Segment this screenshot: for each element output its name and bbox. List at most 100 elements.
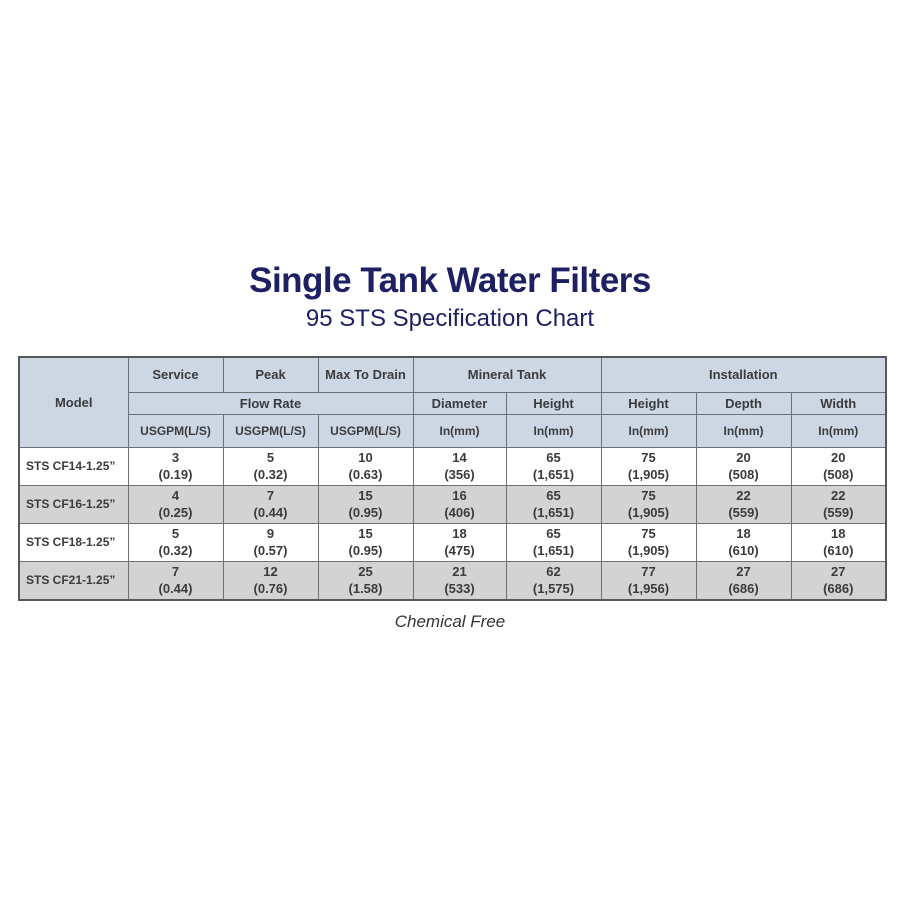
spec-cell: 18 (610) — [695, 523, 792, 563]
col-header-diameter: Diameter — [412, 392, 507, 416]
spec-cell: 77 (1,956) — [600, 561, 697, 601]
model-cell: STS CF16-1.25” — [18, 485, 129, 525]
value-metric: (1,905) — [627, 504, 670, 520]
footnote: Chemical Free — [394, 611, 506, 631]
value-imperial: 65 — [546, 450, 561, 465]
spec-table-head: Model Service Peak Max To Drain Mineral … — [18, 356, 887, 449]
value-metric: (1,651) — [532, 466, 575, 482]
value-imperial: 15 — [358, 488, 373, 503]
unit-line1: In — [439, 423, 451, 438]
unit-in-mm: In(mm) — [600, 414, 697, 449]
value-metric: (0.44) — [253, 504, 288, 520]
value-imperial: 18 — [452, 526, 467, 541]
unit-line1: USGPM — [235, 423, 280, 438]
col-header-install-width: Width — [790, 392, 887, 416]
spec-cell: 75 (1,905) — [600, 485, 697, 525]
value-imperial: 4 — [171, 488, 180, 503]
value-metric: (0.63) — [348, 466, 383, 482]
spec-cell: 20 (508) — [790, 447, 887, 487]
col-header-tank-height: Height — [505, 392, 602, 416]
value-imperial: 75 — [641, 450, 656, 465]
unit-line2: (mm) — [639, 423, 669, 438]
value-imperial: 7 — [266, 488, 275, 503]
unit-line2: (mm) — [734, 423, 764, 438]
spec-cell: 65 (1,651) — [505, 447, 602, 487]
value-imperial: 14 — [452, 450, 467, 465]
page-header: Single Tank Water Filters 95 STS Specifi… — [0, 0, 900, 332]
value-imperial: 27 — [736, 563, 751, 579]
unit-in-mm: In(mm) — [790, 414, 887, 449]
spec-cell: 22 (559) — [790, 485, 887, 525]
value-imperial: 20 — [736, 450, 751, 465]
value-metric: (406) — [444, 504, 475, 520]
value-imperial: 5 — [266, 450, 275, 465]
spec-cell: 14 (356) — [412, 447, 507, 487]
value-imperial: 25 — [358, 563, 373, 579]
spec-cell: 18 (475) — [412, 523, 507, 563]
spec-cell: 7 (0.44) — [222, 485, 319, 525]
value-metric: (1,905) — [627, 466, 670, 482]
unit-line2: (L/S) — [184, 423, 211, 438]
spec-cell: 15 (0.95) — [317, 485, 414, 525]
value-imperial: 62 — [546, 563, 561, 579]
col-header-peak: Peak — [222, 356, 319, 394]
value-metric: (0.44) — [158, 580, 193, 596]
model-cell: STS CF21-1.25” — [18, 561, 129, 601]
col-header-service: Service — [127, 356, 224, 394]
value-imperial: 65 — [546, 526, 561, 541]
unit-line2: (mm) — [544, 423, 574, 438]
model-column-header: Model — [18, 356, 129, 449]
value-imperial: 22 — [736, 488, 751, 503]
unit-usgpm: USGPM(L/S) — [127, 414, 224, 449]
value-imperial: 77 — [641, 563, 656, 579]
value-metric: (0.95) — [348, 542, 383, 558]
value-metric: (686) — [728, 580, 759, 596]
value-imperial: 75 — [641, 488, 656, 503]
spec-cell: 27 (686) — [790, 561, 887, 601]
spec-cell: 3 (0.19) — [127, 447, 224, 487]
value-imperial: 3 — [171, 450, 180, 465]
header-row-groups: Model Service Peak Max To Drain Mineral … — [18, 356, 887, 449]
unit-line1: USGPM — [140, 423, 185, 438]
model-cell: STS CF18-1.25” — [18, 523, 129, 563]
unit-line1: In — [723, 423, 735, 438]
spec-cell: 18 (610) — [790, 523, 887, 563]
col-header-install-depth: Depth — [695, 392, 792, 416]
unit-line1: In — [818, 423, 829, 438]
unit-in-mm: In(mm) — [505, 414, 602, 449]
spec-cell: 7 (0.44) — [127, 561, 224, 601]
table-row: STS CF21-1.25” 7 (0.44) 12 (0.76) 25 (1.58) 21(… — [18, 561, 887, 601]
unit-line2: (mm) — [828, 423, 859, 438]
value-imperial: 22 — [831, 488, 846, 503]
value-imperial: 75 — [641, 526, 656, 541]
spec-cell: 62 (1,575) — [505, 561, 602, 601]
table-row: STS CF14-1.25” 3 (0.19) 5 (0.32) 10 (0.63) 14 (3… — [18, 447, 887, 487]
spec-table: Model Service Peak Max To Drain Mineral … — [18, 355, 888, 601]
value-metric: (508) — [823, 466, 854, 482]
unit-line1: In — [533, 423, 545, 438]
col-header-max-to-drain: Max To Drain — [317, 356, 414, 394]
page-subtitle: 95 STS Specification Chart — [305, 304, 595, 332]
spec-cell: 4 (0.25) — [127, 485, 224, 525]
model-cell: STS CF14-1.25” — [18, 447, 129, 487]
value-metric: (686) — [823, 580, 854, 596]
value-imperial: 16 — [452, 488, 467, 503]
value-imperial: 10 — [358, 450, 373, 465]
page-title: Single Tank Water Filters — [249, 261, 651, 300]
spec-cell: 22 (559) — [695, 485, 792, 525]
col-header-install-height: Height — [600, 392, 697, 416]
value-metric: (533) — [444, 580, 475, 596]
value-metric: (559) — [728, 504, 759, 520]
value-metric: (1,956) — [627, 580, 670, 596]
value-metric: (559) — [823, 504, 854, 520]
value-metric: (508) — [728, 466, 759, 482]
unit-in-mm: In(mm) — [695, 414, 792, 449]
spec-cell: 65 (1,651) — [505, 485, 602, 525]
value-imperial: 20 — [831, 450, 846, 465]
value-metric: (1,905) — [627, 542, 670, 558]
spec-cell: 9 (0.57) — [222, 523, 319, 563]
value-metric: (356) — [444, 466, 475, 482]
value-imperial: 5 — [171, 526, 180, 541]
group-header-installation: Installation — [600, 356, 887, 394]
